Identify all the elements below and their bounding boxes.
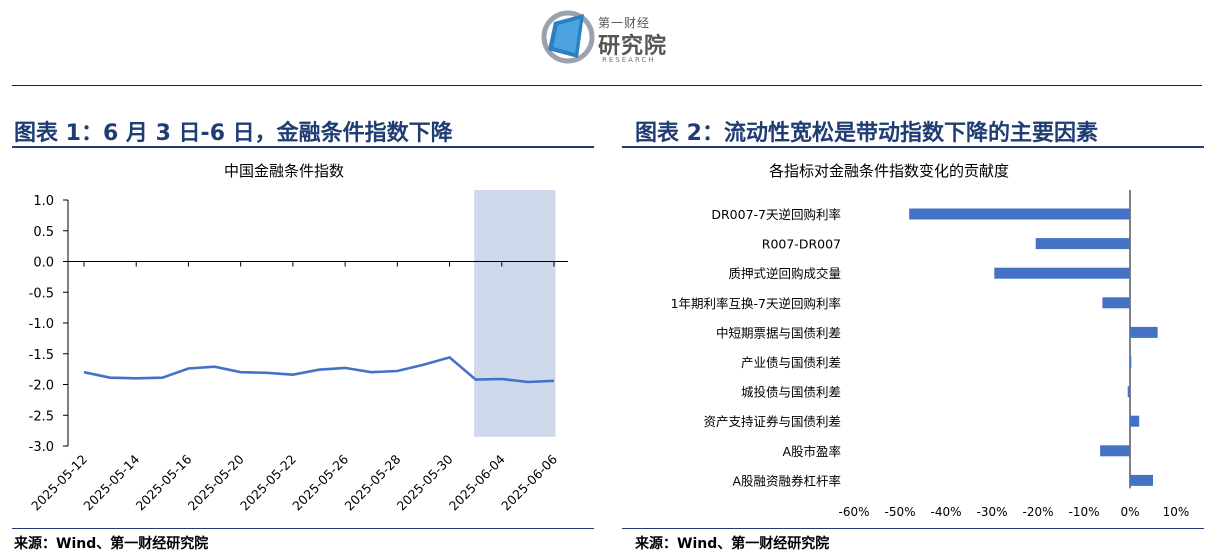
left-source: 来源：Wind、第一财经研究院 [14, 536, 209, 552]
left-bottom-rule [12, 528, 594, 529]
category-label: DR007-7天逆回购利率 [711, 207, 841, 222]
series-line [83, 355, 555, 384]
left-panel-rule [12, 146, 594, 148]
bar [909, 208, 1130, 220]
y-tick-label: 0.0 [33, 256, 54, 271]
highlight-band [474, 190, 556, 437]
header-logo: 第一财经 研究院 RESEARCH [540, 6, 690, 68]
bar [1127, 386, 1130, 398]
bar [1130, 415, 1140, 427]
right-chart-title: 各指标对金融条件指数变化的贡献度 [769, 162, 1010, 180]
bar [994, 267, 1130, 279]
logo-en-text: RESEARCH [602, 56, 656, 64]
y-tick-label: -2.5 [29, 409, 54, 424]
category-label: 中短期票据与国债利差 [716, 325, 841, 340]
x-tick-label: -60% [838, 505, 869, 519]
logo-small-text: 第一财经 [598, 16, 651, 30]
category-label: A股融资融券杠杆率 [732, 473, 841, 488]
x-tick-label: -50% [884, 505, 915, 519]
bar-chart: DR007-7天逆回购利率 R007-DR007 质押式逆回购成交量 1年期利率互换-… [671, 190, 1190, 519]
category-label: 城投债与国债利差 [741, 385, 841, 400]
top-divider [12, 85, 1202, 86]
y-tick-label: -1.0 [29, 317, 54, 332]
right-bottom-rule [622, 528, 1204, 529]
y-tick-label: -1.5 [29, 348, 54, 363]
y-tick-label: 1.0 [33, 194, 54, 209]
category-label: R007-DR007 [762, 237, 841, 252]
x-tick-label: 0% [1120, 505, 1139, 519]
bar [1130, 356, 1132, 368]
right-panel-title: 图表 2：流动性宽松是带动指数下降的主要因素 [635, 121, 1098, 146]
category-label: A股市盈率 [782, 444, 841, 459]
bar [1102, 297, 1130, 309]
y-tick-label: 0.5 [33, 225, 54, 240]
x-tick-label: -10% [1068, 505, 1099, 519]
category-label: 1年期利率互换-7天逆回购利率 [671, 296, 841, 311]
line-chart: 1.00.50.0-0.5-1.0-1.5-2.0-2.5-3.02025-05… [28, 190, 568, 513]
category-label: 产业债与国债利差 [741, 355, 841, 370]
bar [1100, 445, 1130, 457]
left-chart-title: 中国金融条件指数 [224, 162, 345, 180]
y-tick-label: -3.0 [29, 440, 54, 455]
category-label: 质押式逆回购成交量 [728, 266, 841, 281]
bar [1035, 238, 1130, 250]
x-tick-label: -30% [976, 505, 1007, 519]
x-tick-label: -20% [1022, 505, 1053, 519]
y-tick-label: -0.5 [29, 286, 54, 301]
left-panel-title: 图表 1：6 月 3 日-6 日，金融条件指数下降 [14, 121, 453, 146]
y-tick-label: -2.0 [29, 379, 54, 394]
x-tick-label: -40% [930, 505, 961, 519]
logo-big-text: 研究院 [598, 34, 668, 59]
x-tick-label: 2025-06-06 [498, 451, 560, 513]
bar [1130, 474, 1153, 486]
logo-mark-icon [541, 10, 595, 64]
right-panel-rule [622, 146, 1204, 148]
category-label: 资产支持证券与国债利差 [703, 414, 841, 429]
x-tick-label: 10% [1163, 505, 1190, 519]
bar [1130, 326, 1158, 338]
right-source: 来源：Wind、第一财经研究院 [635, 536, 830, 552]
